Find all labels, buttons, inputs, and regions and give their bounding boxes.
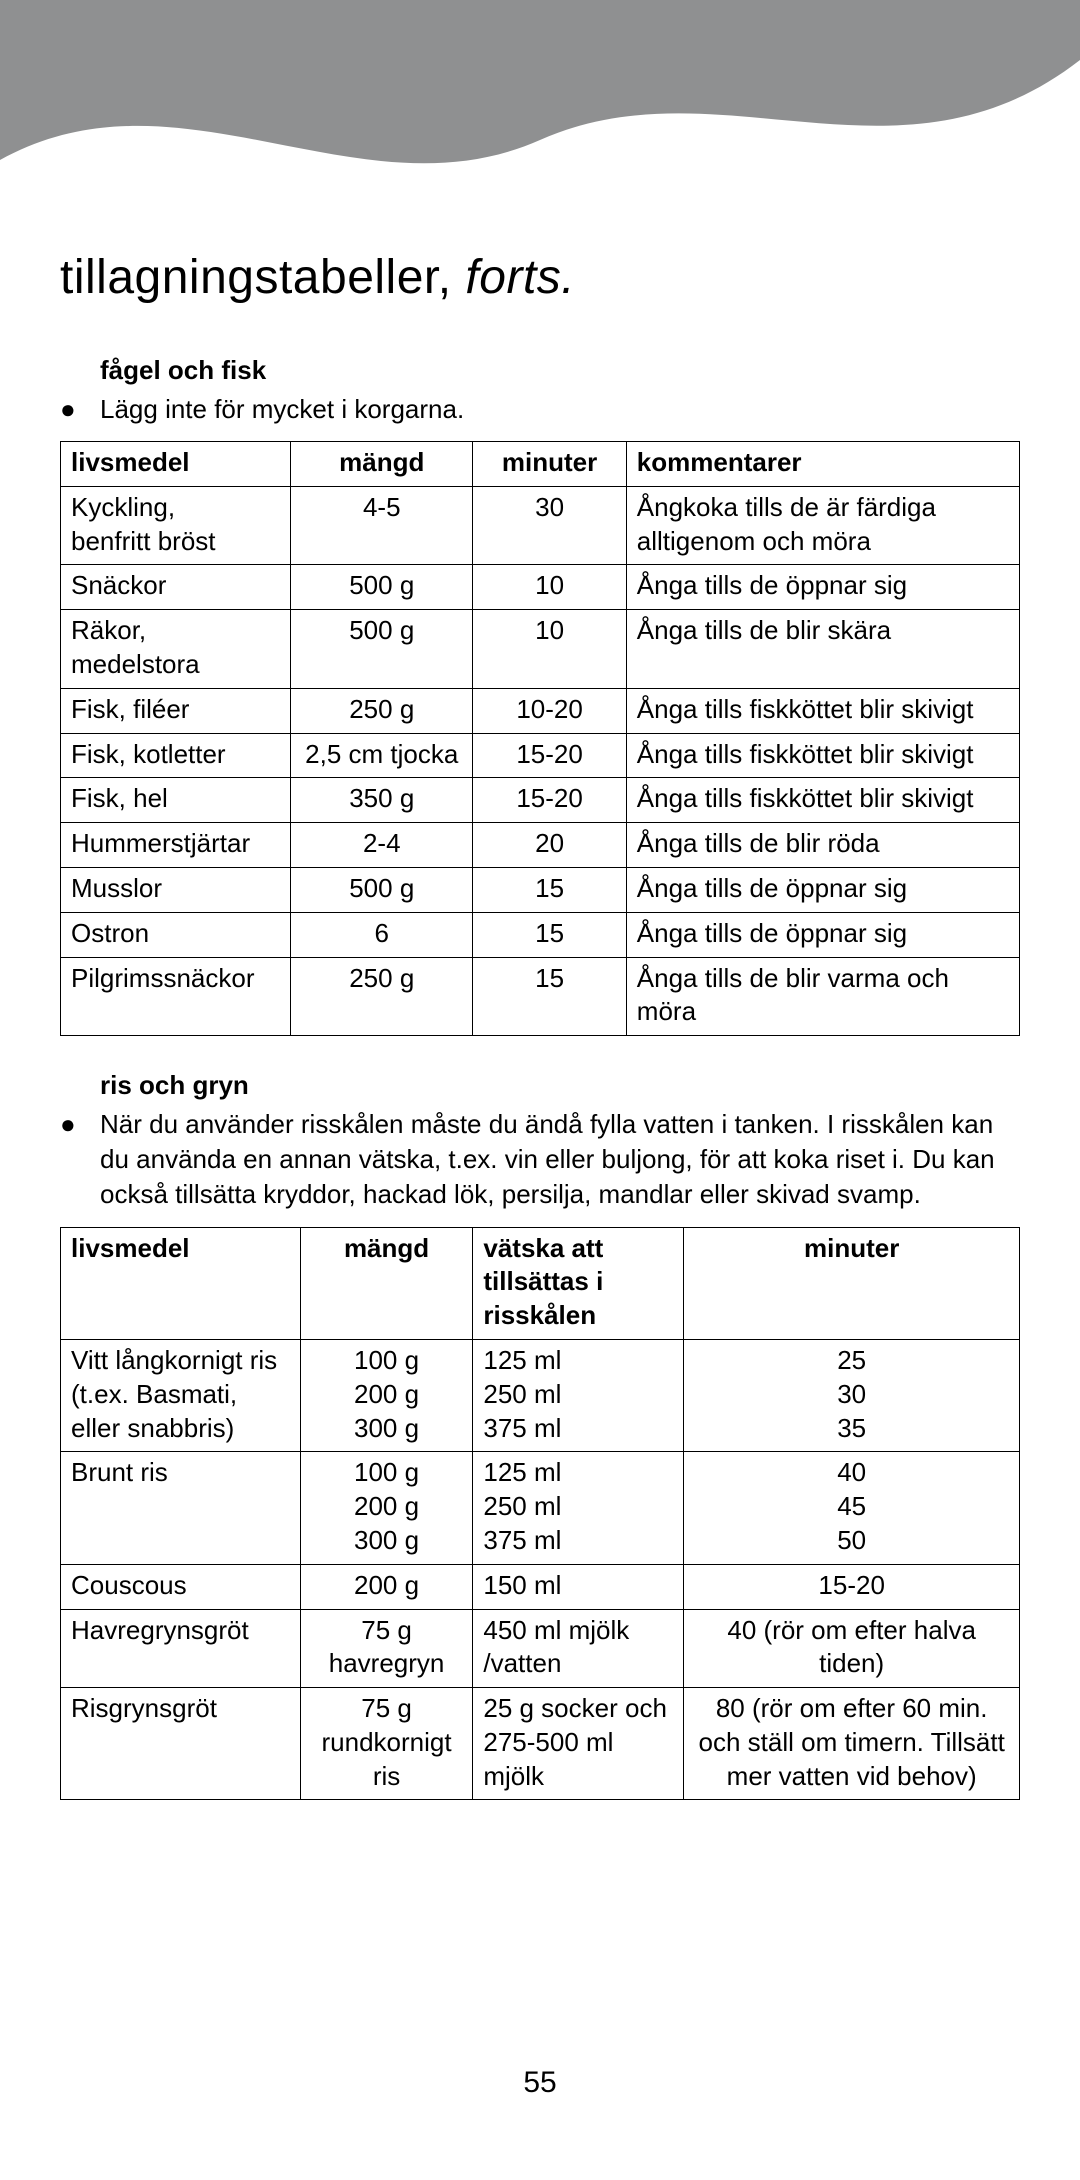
table-cell: 250 g — [291, 688, 473, 733]
table-cell: Räkor, medelstora — [61, 610, 291, 689]
table-cell: 2-4 — [291, 823, 473, 868]
section1-heading: fågel och fisk — [100, 355, 1020, 386]
header-wave — [0, 0, 1080, 220]
page-title: tillagningstabeller, forts. — [60, 250, 1020, 305]
table-cell: 80 (rör om efter 60 min. och ställ om ti… — [684, 1688, 1020, 1800]
table-cell: Ånga tills fiskköttet blir skivigt — [626, 688, 1019, 733]
section1-bullet-text: Lägg inte för mycket i korgarna. — [100, 392, 1020, 427]
table-cell: 20 — [473, 823, 626, 868]
table-cell: 15 — [473, 957, 626, 1036]
table-cell: 500 g — [291, 565, 473, 610]
table-row: Hummerstjärtar2-420Ånga tills de blir rö… — [61, 823, 1020, 868]
bullet-dot: ● — [60, 1107, 100, 1142]
table-header: kommentarer — [626, 442, 1019, 487]
section2-heading: ris och gryn — [100, 1070, 1020, 1101]
table-cell: 250 g — [291, 957, 473, 1036]
table-cell: Kyckling,benfritt bröst — [61, 486, 291, 565]
table-cell: Fisk, filéer — [61, 688, 291, 733]
table-header: livsmedel — [61, 1227, 301, 1339]
table-cell: 253035 — [684, 1339, 1020, 1451]
table-cell: 100 g200 g300 g — [300, 1339, 473, 1451]
table-cell: Havregrynsgröt — [61, 1609, 301, 1688]
table-header: mängd — [291, 442, 473, 487]
table-cell: Couscous — [61, 1564, 301, 1609]
title-plain: tillagningstabeller, — [60, 251, 465, 304]
table-cell: 6 — [291, 912, 473, 957]
table-cell: Ånga tills de blir röda — [626, 823, 1019, 868]
table-row: Ostron615Ånga tills de öppnar sig — [61, 912, 1020, 957]
table-cell: 15-20 — [473, 733, 626, 778]
section2-bullet: ● När du använder risskålen måste du änd… — [60, 1107, 1020, 1212]
table-cell: 15-20 — [684, 1564, 1020, 1609]
table-cell: Vitt långkornigt ris(t.ex. Basmati,eller… — [61, 1339, 301, 1451]
table-cell: Fisk, hel — [61, 778, 291, 823]
table-cell: Snäckor — [61, 565, 291, 610]
table-header: mängd — [300, 1227, 473, 1339]
table-row: Vitt långkornigt ris(t.ex. Basmati,eller… — [61, 1339, 1020, 1451]
table-cell: Brunt ris — [61, 1452, 301, 1564]
table-cell: Ostron — [61, 912, 291, 957]
table-row: Fisk, filéer250 g10-20Ånga tills fiskköt… — [61, 688, 1020, 733]
table-cell: 500 g — [291, 868, 473, 913]
table-row: Fisk, kotletter2,5 cm tjocka15-20Ånga ti… — [61, 733, 1020, 778]
table-cell: 125 ml250 ml375 ml — [473, 1452, 684, 1564]
table-cell: Ånga tills fiskköttet blir skivigt — [626, 733, 1019, 778]
section2-bullet-text: När du använder risskålen måste du ändå … — [100, 1107, 1020, 1212]
table-row: Pilgrimssnäckor250 g15Ånga tills de blir… — [61, 957, 1020, 1036]
table-cell: Pilgrimssnäckor — [61, 957, 291, 1036]
table-cell: Ånga tills de öppnar sig — [626, 912, 1019, 957]
table-cell: 25 g socker och 275-500 ml mjölk — [473, 1688, 684, 1800]
table-cell: 125 ml250 ml375 ml — [473, 1339, 684, 1451]
table-cell: 75 g rundkornigt ris — [300, 1688, 473, 1800]
table-cell: 15-20 — [473, 778, 626, 823]
section1-bullet: ● Lägg inte för mycket i korgarna. — [60, 392, 1020, 427]
table-cell: Ånga tills de blir varma och möra — [626, 957, 1019, 1036]
table-cell: 4-5 — [291, 486, 473, 565]
table-row: Kyckling,benfritt bröst4-530Ångkoka till… — [61, 486, 1020, 565]
table-cell: 10 — [473, 565, 626, 610]
table-cell: Risgrynsgröt — [61, 1688, 301, 1800]
table-header: minuter — [684, 1227, 1020, 1339]
table-row: Couscous200 g150 ml15-20 — [61, 1564, 1020, 1609]
table-cell: 200 g — [300, 1564, 473, 1609]
table-cell: 10 — [473, 610, 626, 689]
table-row: Risgrynsgröt75 g rundkornigt ris25 g soc… — [61, 1688, 1020, 1800]
table-header: minuter — [473, 442, 626, 487]
table-cell: Ånga tills de öppnar sig — [626, 868, 1019, 913]
table-cell: 75 g havregryn — [300, 1609, 473, 1688]
table-cell: 500 g — [291, 610, 473, 689]
table-cell: 40 (rör om efter halva tiden) — [684, 1609, 1020, 1688]
table-cell: Ånga tills de blir skära — [626, 610, 1019, 689]
table-cell: 100 g200 g300 g — [300, 1452, 473, 1564]
table-header: vätska att tillsättas i risskålen — [473, 1227, 684, 1339]
table-cell: 2,5 cm tjocka — [291, 733, 473, 778]
table-row: Räkor, medelstora500 g10Ånga tills de bl… — [61, 610, 1020, 689]
table-cell: Fisk, kotletter — [61, 733, 291, 778]
table-cell: 15 — [473, 912, 626, 957]
table-cell: 10-20 — [473, 688, 626, 733]
table-cell: 404550 — [684, 1452, 1020, 1564]
bullet-dot: ● — [60, 392, 100, 427]
title-italic: forts. — [465, 251, 575, 304]
table-cell: Hummerstjärtar — [61, 823, 291, 868]
table-row: Havregrynsgröt75 g havregryn450 ml mjölk… — [61, 1609, 1020, 1688]
table-header: livsmedel — [61, 442, 291, 487]
table-row: Musslor500 g15Ånga tills de öppnar sig — [61, 868, 1020, 913]
table-cell: Musslor — [61, 868, 291, 913]
table-cell: Ånga tills de öppnar sig — [626, 565, 1019, 610]
table-row: Snäckor500 g10Ånga tills de öppnar sig — [61, 565, 1020, 610]
table-cell: 350 g — [291, 778, 473, 823]
table-row: Brunt ris100 g200 g300 g125 ml250 ml375 … — [61, 1452, 1020, 1564]
table-cell: 150 ml — [473, 1564, 684, 1609]
table-cell: 15 — [473, 868, 626, 913]
page-number: 55 — [0, 2066, 1080, 2100]
table-cell: Ångkoka tills de är färdiga alltigenom o… — [626, 486, 1019, 565]
table-cell: Ånga tills fiskköttet blir skivigt — [626, 778, 1019, 823]
table-cell: 450 ml mjölk /vatten — [473, 1609, 684, 1688]
table-rice-grain: livsmedelmängdvätska att tillsättas i ri… — [60, 1227, 1020, 1801]
table-row: Fisk, hel350 g15-20Ånga tills fiskköttet… — [61, 778, 1020, 823]
table-cell: 30 — [473, 486, 626, 565]
table-poultry-fish: livsmedelmängdminuterkommentarer Kycklin… — [60, 441, 1020, 1036]
